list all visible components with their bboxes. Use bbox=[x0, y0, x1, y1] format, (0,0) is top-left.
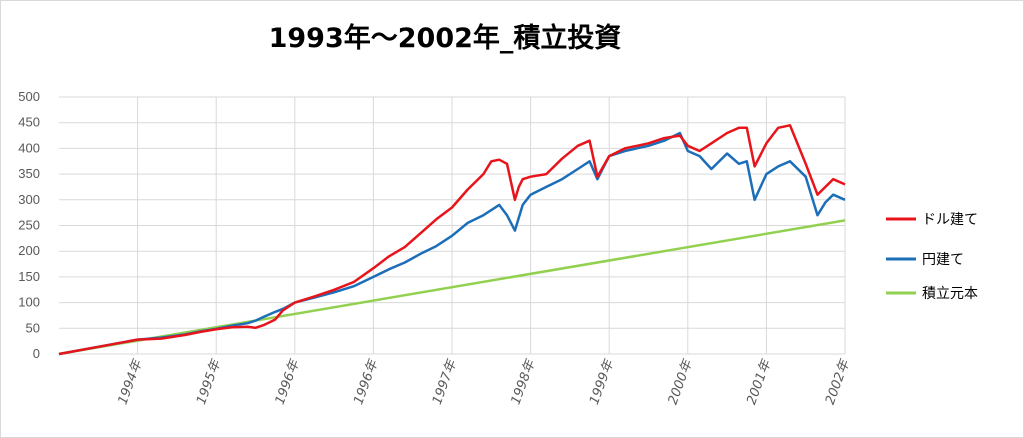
gridlines bbox=[59, 96, 846, 355]
y-tick-label: 250 bbox=[18, 218, 40, 233]
y-axis-ticks: 0 50 100 150 200 250 300 350 400 450 500 bbox=[18, 89, 40, 361]
series-lines bbox=[58, 124, 846, 356]
series-line-dollar bbox=[58, 124, 846, 356]
x-axis-ticks: 1994年 1995年 1996年 1996年 1997年 1998年 1999年 2000年… bbox=[115, 356, 853, 406]
x-tick-label: 1995年 bbox=[194, 356, 225, 406]
x-tick-label: 1999年 bbox=[587, 356, 618, 406]
series-line-principal bbox=[58, 219, 846, 356]
legend-label: ドル建て bbox=[922, 212, 978, 228]
y-tick-label: 200 bbox=[18, 243, 40, 258]
x-tick-label: 2000年 bbox=[666, 356, 697, 406]
x-tick-label: 1998年 bbox=[508, 356, 539, 406]
legend-item-principal: 積立元本 bbox=[886, 286, 978, 302]
x-tick-label: 2001年 bbox=[744, 356, 775, 406]
y-tick-label: 350 bbox=[18, 166, 40, 181]
x-tick-label: 2002年 bbox=[823, 356, 854, 406]
legend-label: 積立元本 bbox=[922, 286, 978, 302]
x-tick-label: 1994年 bbox=[115, 356, 146, 406]
legend-item-dollar: ドル建て bbox=[886, 212, 978, 228]
y-tick-label: 500 bbox=[18, 89, 40, 104]
y-tick-label: 400 bbox=[18, 140, 40, 155]
legend-label: 円建て bbox=[922, 252, 964, 268]
y-tick-label: 100 bbox=[18, 295, 40, 310]
x-tick-label: 1996年 bbox=[273, 356, 304, 406]
chart-title: 1993年～2002年_積立投資 bbox=[268, 23, 622, 54]
y-tick-label: 300 bbox=[18, 192, 40, 207]
series-line-yen bbox=[58, 131, 846, 356]
y-tick-label: 50 bbox=[26, 320, 40, 335]
legend-item-yen: 円建て bbox=[886, 252, 964, 268]
x-tick-label: 1997年 bbox=[430, 356, 461, 406]
y-tick-label: 450 bbox=[18, 115, 40, 130]
y-tick-label: 0 bbox=[33, 346, 40, 361]
x-tick-label: 1996年 bbox=[351, 356, 382, 406]
y-tick-label: 150 bbox=[18, 269, 40, 284]
